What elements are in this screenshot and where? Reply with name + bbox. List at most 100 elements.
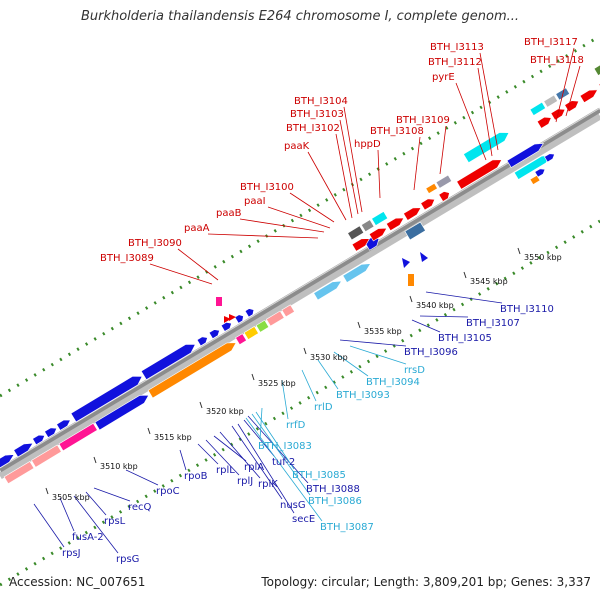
gene-box-25 xyxy=(404,221,426,241)
bottom-leader-17 xyxy=(245,417,323,522)
gene-feature-5 xyxy=(235,333,247,346)
gene-feature-9 xyxy=(281,304,295,318)
bottom-leader-0 xyxy=(33,503,65,548)
label-leaders xyxy=(33,47,581,554)
gene-arrow-29 xyxy=(351,238,371,252)
gene-box-52 xyxy=(593,62,600,76)
gene-feature-isolated-red-1 xyxy=(224,316,231,323)
tick-label-2: 3515 kbp xyxy=(154,433,192,442)
backbone-line xyxy=(0,107,600,473)
gene-arrow-10 xyxy=(0,454,15,469)
tick-mark-1 xyxy=(93,456,97,464)
gene-feature-11 xyxy=(13,442,34,458)
top-gene-label-7: BTH_I3102 xyxy=(286,123,340,134)
top-leader-5 xyxy=(289,192,335,223)
gene-feature-38 xyxy=(463,132,510,164)
tick-mark-8 xyxy=(463,271,467,279)
gene-arrow-36 xyxy=(438,191,450,202)
gene-box-26 xyxy=(347,225,365,241)
bottom-leader-24 xyxy=(339,339,407,347)
top-gene-label-6: paaK xyxy=(284,141,310,152)
top-gene-label-8: BTH_I3103 xyxy=(290,109,344,120)
gene-arrow-50 xyxy=(579,89,599,103)
accession-text: Accession: NC_007651 xyxy=(9,575,146,589)
gene-feature-28 xyxy=(371,211,389,226)
bottom-gene-label-19: rrfD xyxy=(286,420,306,431)
tick-mark-0 xyxy=(45,487,49,495)
gene-feature-34 xyxy=(425,182,438,194)
gene-feature-35 xyxy=(435,174,453,189)
dot-line-0 xyxy=(0,34,600,398)
gene-feature-13 xyxy=(44,427,58,438)
bottom-gene-label-18: BTH_I3083 xyxy=(258,441,312,452)
bottom-gene-label-4: recQ xyxy=(128,502,152,513)
backbone-shadow xyxy=(0,112,600,480)
gene-feature-45 xyxy=(543,94,559,108)
tick-label-9: 3550 kbp xyxy=(524,253,562,262)
gene-feature-25 xyxy=(404,221,426,241)
bottom-gene-label-5: rpoC xyxy=(156,486,180,497)
gene-feature-37 xyxy=(456,159,503,190)
gene-arrow-16 xyxy=(140,344,196,381)
gene-feature-0 xyxy=(3,460,35,485)
gene-feature-33 xyxy=(420,198,436,211)
top-leader-15 xyxy=(479,52,499,151)
gene-feature-20 xyxy=(234,314,244,324)
bottom-leader-27 xyxy=(425,291,503,304)
gene-arrow-19 xyxy=(220,322,232,332)
gene-box-45 xyxy=(543,94,559,108)
bottom-leader-8 xyxy=(205,439,240,476)
gene-feature-52 xyxy=(593,62,600,76)
gene-box-2 xyxy=(58,422,98,452)
bottom-leader-18 xyxy=(259,407,263,441)
gene-feature-8 xyxy=(265,310,285,327)
gene-arrow-17 xyxy=(196,336,208,347)
top-leader-8 xyxy=(339,119,359,215)
tick-label-8: 3545 kbp xyxy=(470,277,508,286)
gene-feature-isolated-pink xyxy=(216,297,222,306)
tick-mark-9 xyxy=(517,247,521,255)
gene-feature-isolated-blue-2 xyxy=(420,252,428,262)
bottom-leader-12 xyxy=(237,423,295,514)
top-leader-12 xyxy=(439,125,447,175)
bottom-leader-15 xyxy=(251,413,311,496)
bottom-gene-label-14: BTH_I3088 xyxy=(306,484,360,495)
gene-arrow-32 xyxy=(403,207,422,221)
bottom-leader-13 xyxy=(243,419,275,457)
top-leader-17 xyxy=(565,65,581,117)
bottom-gene-label-21: BTH_I3093 xyxy=(336,390,390,401)
gene-box-28 xyxy=(371,211,389,226)
gene-feature-50 xyxy=(579,89,599,103)
gene-feature-41 xyxy=(529,174,541,186)
top-leader-16 xyxy=(555,47,575,123)
top-gene-label-12: BTH_I3109 xyxy=(396,115,450,126)
top-leader-10 xyxy=(377,149,381,199)
bottom-gene-label-17: BTH_I3087 xyxy=(320,522,374,533)
top-gene-label-9: BTH_I3104 xyxy=(294,96,348,107)
gene-arrow-49 xyxy=(564,100,580,113)
tick-mark-6 xyxy=(357,321,361,329)
gene-arrow-42 xyxy=(534,168,546,178)
top-gene-label-1: BTH_I3090 xyxy=(128,238,182,249)
bottom-gene-label-8: rplJ xyxy=(237,476,253,487)
top-gene-label-10: hppD xyxy=(354,139,381,150)
gene-arrow-43 xyxy=(544,153,555,163)
top-leader-7 xyxy=(335,133,353,219)
gene-feature-4 xyxy=(147,342,237,399)
top-gene-label-17: BTH_I3118 xyxy=(530,55,584,66)
bottom-leader-1 xyxy=(59,497,75,532)
gene-feature-40 xyxy=(506,143,544,168)
top-gene-label-14: BTH_I3112 xyxy=(428,57,482,68)
gene-arrow-14 xyxy=(56,419,71,431)
chromosome-backbone xyxy=(0,107,600,480)
top-gene-label-11: BTH_I3108 xyxy=(370,126,424,137)
bottom-leader-20 xyxy=(301,369,317,402)
gene-features xyxy=(0,62,600,485)
gene-box-6 xyxy=(243,326,259,340)
tick-mark-4 xyxy=(251,373,255,381)
gene-feature-12 xyxy=(32,434,46,446)
gene-box-44 xyxy=(529,101,547,116)
bottom-gene-label-2: rpsG xyxy=(116,554,139,565)
